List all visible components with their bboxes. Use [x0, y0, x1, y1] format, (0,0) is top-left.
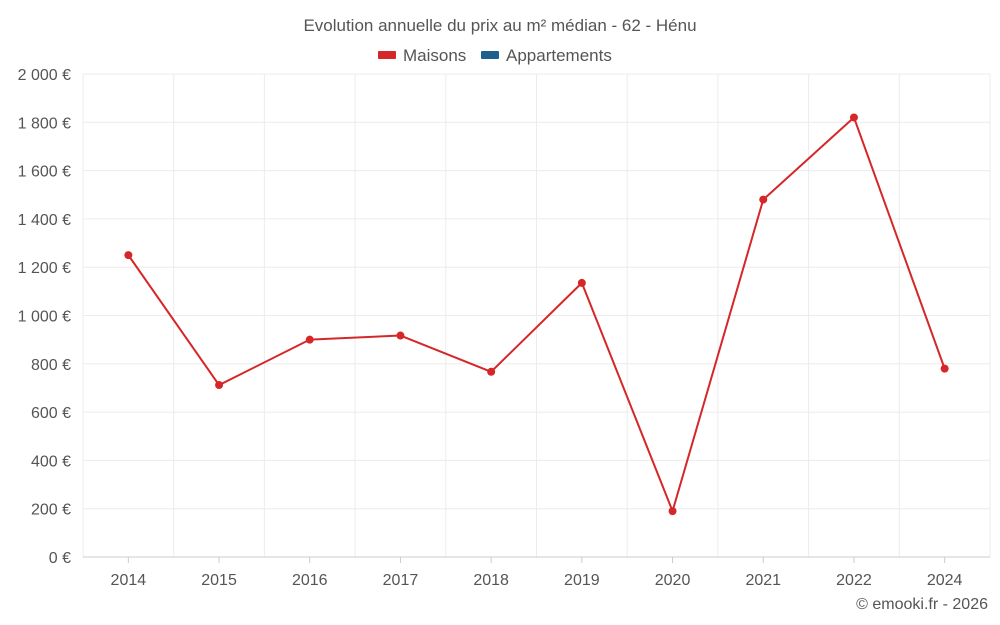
- legend: Maisons Appartements: [378, 46, 612, 65]
- y-tick-label: 0 €: [49, 550, 71, 567]
- data-point-maisons[interactable]: [759, 195, 768, 204]
- data-point-maisons[interactable]: [940, 364, 949, 373]
- x-tick-label: 2019: [564, 572, 600, 589]
- series-line-maisons: [127, 116, 946, 513]
- x-tick-label: 2021: [745, 572, 781, 589]
- data-point-maisons[interactable]: [487, 367, 496, 376]
- data-point-maisons[interactable]: [124, 251, 133, 260]
- data-point-maisons[interactable]: [849, 113, 858, 122]
- legend-label-maisons: Maisons: [403, 46, 466, 65]
- plot-area: [124, 113, 949, 516]
- x-tick-label: 2016: [292, 572, 328, 589]
- legend-swatch-maisons: [378, 51, 396, 59]
- chart-title: Evolution annuelle du prix au m² médian …: [303, 16, 696, 35]
- y-tick-label: 1 200 €: [18, 260, 71, 277]
- y-tick-label: 2 000 €: [18, 67, 71, 84]
- x-axis: 2014 2015 2016 2017 2018 2019 2020 2021 2022 2024: [83, 556, 990, 589]
- data-point-maisons[interactable]: [215, 381, 224, 390]
- legend-item-appartements[interactable]: Appartements: [481, 46, 612, 65]
- legend-label-appartements: Appartements: [506, 46, 612, 65]
- y-tick-label: 600 €: [31, 405, 71, 422]
- x-tick-label: 2014: [111, 572, 147, 589]
- y-tick-label: 400 €: [31, 453, 71, 470]
- data-point-maisons[interactable]: [668, 507, 677, 516]
- y-axis: 0 € 200 € 400 € 600 € 800 € 1 000 € 1 200 € 1 4…: [18, 67, 71, 567]
- x-tick-label: 2015: [201, 572, 237, 589]
- x-tick-label: 2022: [836, 572, 872, 589]
- data-point-maisons[interactable]: [396, 331, 405, 340]
- data-point-maisons[interactable]: [577, 278, 586, 287]
- x-tick-label: 2018: [473, 572, 509, 589]
- legend-item-maisons[interactable]: Maisons: [378, 46, 466, 65]
- grid: [82, 73, 991, 557]
- y-tick-label: 1 400 €: [18, 212, 71, 229]
- x-tick-label: 2017: [383, 572, 419, 589]
- y-tick-label: 800 €: [31, 357, 71, 374]
- y-tick-label: 1 600 €: [18, 164, 71, 181]
- credit-label: © emooki.fr - 2026: [856, 596, 988, 613]
- x-tick-label: 2020: [655, 572, 691, 589]
- data-point-maisons[interactable]: [305, 335, 314, 344]
- y-tick-label: 1 800 €: [18, 115, 71, 132]
- legend-swatch-appartements: [481, 51, 499, 59]
- y-tick-label: 200 €: [31, 502, 71, 519]
- x-tick-label: 2024: [927, 572, 963, 589]
- y-tick-label: 1 000 €: [18, 309, 71, 326]
